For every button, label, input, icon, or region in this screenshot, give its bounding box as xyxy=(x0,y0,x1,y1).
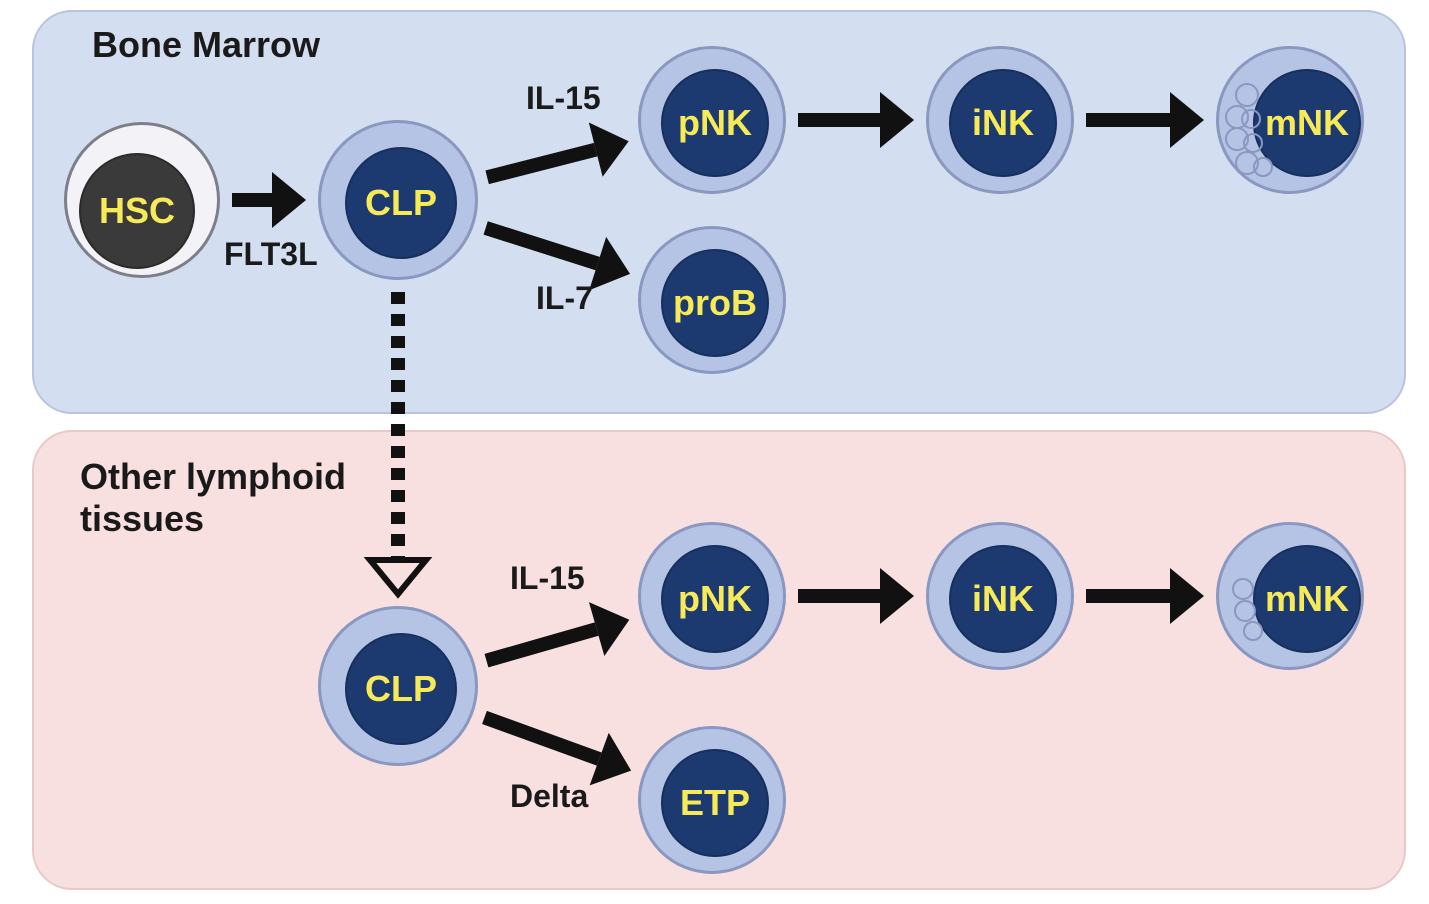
cell-label-clp1: CLP xyxy=(365,182,437,224)
nucleus-hsc: HSC xyxy=(79,153,195,269)
edge-label-hsc-clp: FLT3L xyxy=(224,236,318,273)
edge-label-clp1-pnk1: IL-15 xyxy=(526,80,601,117)
granule-mnk2-1 xyxy=(1234,600,1256,622)
region-title-other-tissues: Other lymphoid tissues xyxy=(80,456,346,540)
nucleus-clp2: CLP xyxy=(345,633,457,745)
cell-clp1: CLP xyxy=(318,120,478,280)
cell-ink1: iNK xyxy=(926,46,1074,194)
cell-etp: ETP xyxy=(638,726,786,874)
nucleus-ink1: iNK xyxy=(949,69,1057,177)
cell-clp2: CLP xyxy=(318,606,478,766)
granule-mnk2-2 xyxy=(1243,621,1263,641)
cell-label-ink2: iNK xyxy=(972,578,1034,620)
edge-label-clp1-prob: IL-7 xyxy=(536,280,593,317)
cell-label-etp: ETP xyxy=(680,782,750,824)
granule-mnk1-0 xyxy=(1235,83,1259,107)
edge-label-clp2-etp: Delta xyxy=(510,778,588,815)
diagram-stage: Bone Marrow Other lymphoid tissues HSC CL… xyxy=(0,0,1429,904)
granule-mnk1-6 xyxy=(1253,157,1273,177)
nucleus-clp1: CLP xyxy=(345,147,457,259)
cell-label-mnk1: mNK xyxy=(1265,102,1349,144)
cell-mnk1: mNK xyxy=(1216,46,1364,194)
cell-hsc: HSC xyxy=(64,122,220,278)
cell-mnk2: mNK xyxy=(1216,522,1364,670)
cell-prob: proB xyxy=(638,226,786,374)
cell-label-ink1: iNK xyxy=(972,102,1034,144)
cell-label-hsc: HSC xyxy=(99,190,175,232)
nucleus-prob: proB xyxy=(661,249,769,357)
nucleus-pnk1: pNK xyxy=(661,69,769,177)
nucleus-ink2: iNK xyxy=(949,545,1057,653)
cell-ink2: iNK xyxy=(926,522,1074,670)
cell-label-pnk2: pNK xyxy=(678,578,752,620)
cell-pnk2: pNK xyxy=(638,522,786,670)
cell-label-mnk2: mNK xyxy=(1265,578,1349,620)
granule-mnk1-4 xyxy=(1243,133,1263,153)
region-title-bone-marrow: Bone Marrow xyxy=(92,24,320,66)
nucleus-pnk2: pNK xyxy=(661,545,769,653)
edge-label-clp2-pnk2: IL-15 xyxy=(510,560,585,597)
granule-mnk2-0 xyxy=(1232,578,1254,600)
cell-pnk1: pNK xyxy=(638,46,786,194)
cell-label-pnk1: pNK xyxy=(678,102,752,144)
nucleus-mnk2: mNK xyxy=(1253,545,1361,653)
granule-mnk1-2 xyxy=(1241,109,1261,129)
cell-label-prob: proB xyxy=(673,282,757,324)
nucleus-etp: ETP xyxy=(661,749,769,857)
cell-label-clp2: CLP xyxy=(365,668,437,710)
